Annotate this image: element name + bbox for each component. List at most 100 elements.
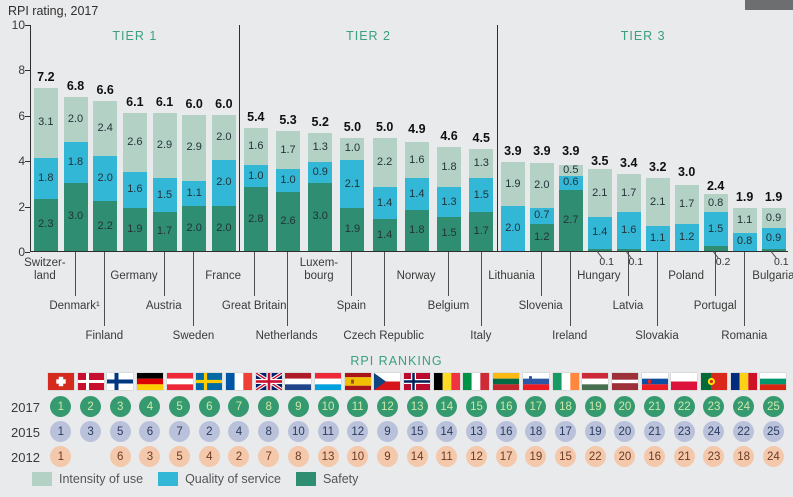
rank-circle-2012: 12 xyxy=(465,446,487,467)
intensity-segment: 1.7 xyxy=(276,130,301,170)
safety-segment: 1.7 xyxy=(469,212,494,251)
x-label-france: France xyxy=(205,252,241,354)
rank-circle-2012: 17 xyxy=(495,446,517,467)
quality-value: 0.6 xyxy=(563,176,579,189)
bar-denmark: 6.8 3.0 1.8 2.0 xyxy=(61,25,91,251)
rank-column-slovenia: 17 18 19 xyxy=(521,373,551,469)
safety-segment: 1.9 xyxy=(340,207,365,251)
safety-segment xyxy=(587,248,612,251)
country-label: Romania xyxy=(721,330,768,342)
quality-segment: 2.0 xyxy=(211,160,236,206)
rank-column-slovakia: 21 21 16 xyxy=(640,373,670,469)
total-value: 6.6 xyxy=(96,83,114,98)
total-value: 6.1 xyxy=(126,94,144,109)
country-label: Finland xyxy=(85,330,124,342)
total-value: 3.4 xyxy=(620,155,638,170)
rank-circle-2017: 19 xyxy=(584,396,606,417)
legend-label: Safety xyxy=(322,472,359,486)
rank-circle-2017: 7 xyxy=(228,396,250,417)
stacked-bar: 1.2 1.7 xyxy=(674,185,699,251)
safety-value-small: 0.2 xyxy=(715,256,731,268)
quality-value: 0.9 xyxy=(312,166,328,179)
x-label-denmark: Denmark¹ xyxy=(49,252,100,354)
intensity-segment: 0.9 xyxy=(761,207,786,229)
bar-luxembourg: 5.2 3.0 0.9 1.3 xyxy=(304,25,336,251)
country-label: Lithuania xyxy=(488,270,535,282)
bar-france: 6.0 2.0 2.0 2.0 xyxy=(209,25,239,251)
rank-circle-2012: 20 xyxy=(614,446,636,467)
rank-column-lithuania: 16 16 17 xyxy=(491,373,521,469)
rank-circle-2015: 10 xyxy=(287,421,309,442)
rank-column-poland: 22 23 21 xyxy=(669,373,699,469)
stacked-bar: 1.6 1.7 xyxy=(616,173,641,251)
country-label: Slovakia xyxy=(635,330,679,342)
quality-segment: 2.0 xyxy=(500,205,525,251)
rank-circle-2015: 3 xyxy=(80,421,102,442)
country-label: Belgium xyxy=(427,300,470,312)
hungary-flag-icon xyxy=(582,373,609,390)
stacked-bar: 1.8 1.4 1.6 xyxy=(404,142,429,251)
label-leader-line xyxy=(351,252,353,296)
quality-segment: 1.6 xyxy=(616,212,641,249)
latvia-flag-icon xyxy=(611,373,638,390)
quality-value: 2.0 xyxy=(97,171,113,184)
y-tick-label: 0 xyxy=(18,245,25,259)
safety-value: 1.4 xyxy=(376,228,393,241)
intensity-segment: 2.4 xyxy=(93,101,118,156)
label-leader-line xyxy=(254,252,256,296)
intensity-segment: 2.1 xyxy=(587,169,612,217)
year-label-2012: 2012 xyxy=(11,450,40,465)
rank-circle-2015: 4 xyxy=(228,421,250,442)
intensity-segment: 2.0 xyxy=(529,162,554,208)
intensity-segment: 1.8 xyxy=(437,146,462,188)
quality-segment: 2.1 xyxy=(340,160,365,208)
safety-value: 3.0 xyxy=(67,210,84,223)
bar-switzerland: 7.2 2.3 1.8 3.1 xyxy=(31,25,61,251)
quality-segment: 0.6 xyxy=(558,176,583,190)
quality-value: 1.8 xyxy=(38,171,54,184)
rank-column-belgium: 14 14 11 xyxy=(432,373,462,469)
label-leader-line xyxy=(627,252,629,296)
stacked-bar: 1.9 1.6 2.6 xyxy=(122,112,147,251)
stacked-bar: 1.4 2.1 xyxy=(587,169,612,251)
rank-circle-2012: 24 xyxy=(762,446,784,467)
intensity-value: 0.9 xyxy=(765,211,782,224)
quality-value: 0.8 xyxy=(736,235,753,248)
stacked-bar: 2.0 1.1 2.9 xyxy=(182,114,207,251)
x-label-portugal: Portugal 0.2 xyxy=(694,250,737,354)
label-leader-line xyxy=(74,252,76,296)
x-label-latvia: Latvia 0.1 xyxy=(613,250,643,354)
country-label: Germany xyxy=(110,270,158,282)
intensity-value: 1.7 xyxy=(621,186,637,199)
x-label-group: Switzer- land Denmark¹ Finland Germany Austr… xyxy=(24,252,241,354)
label-leader-line xyxy=(193,252,195,326)
rank-circle-2012: 18 xyxy=(733,446,755,467)
rank-circle-2015: 1 xyxy=(50,421,72,442)
year-label-2015: 2015 xyxy=(11,425,40,440)
rank-circle-2012: 23 xyxy=(703,446,725,467)
netherlands-flag-icon xyxy=(285,373,312,390)
y-tick-mark xyxy=(25,206,30,208)
rank-circle-2012: 3 xyxy=(139,446,161,467)
great-britain-flag-icon xyxy=(254,371,283,392)
intensity-segment: 1.3 xyxy=(469,148,494,179)
rank-circle-2017: 20 xyxy=(614,396,636,417)
rank-circle-2015: 12 xyxy=(347,421,369,442)
x-label-hungary: Hungary 0.1 xyxy=(577,250,621,354)
rank-circle-2012: 13 xyxy=(317,446,339,467)
safety-segment: 2.2 xyxy=(93,201,118,251)
rank-circle-2015: 16 xyxy=(495,421,517,442)
quality-segment: 1.5 xyxy=(469,178,494,213)
rank-circle-2017: 1 xyxy=(50,396,72,417)
safety-value: 2.0 xyxy=(186,221,202,234)
safety-value: 1.7 xyxy=(473,225,489,238)
quality-segment: 0.8 xyxy=(732,232,757,251)
intensity-value: 1.1 xyxy=(736,213,753,226)
tier-group-2: TIER 2 5.4 2.8 1.0 1.6 5.3 2.6 1.0 1.7 5.2 3.0 0.9 1… xyxy=(238,25,498,251)
total-value: 6.8 xyxy=(66,78,85,93)
x-label-germany: Germany xyxy=(110,252,157,354)
total-value: 6.0 xyxy=(215,96,233,111)
intensity-value: 0.8 xyxy=(707,196,724,209)
plot-area: 0 2 4 6 8 10 TIER 1 7.2 2.3 1.8 3.1 6.8 3.0 1.8 2.0 6.… xyxy=(12,18,788,259)
rank-column-great-britain: 8 8 7 xyxy=(254,371,284,469)
